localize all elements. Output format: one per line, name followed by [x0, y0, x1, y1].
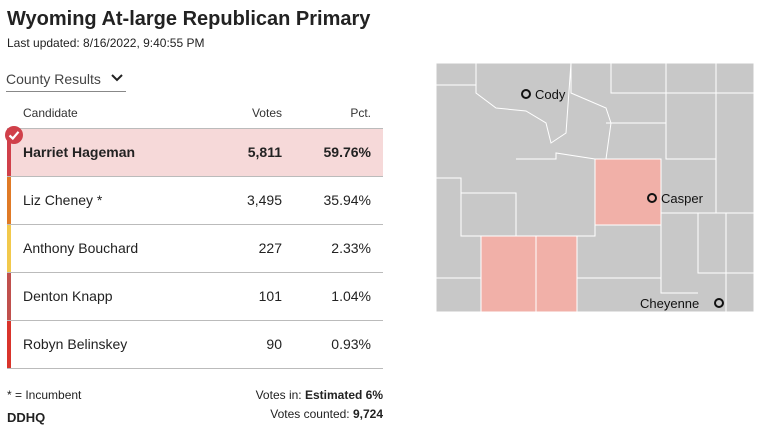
candidate-pct: 59.76% [323, 144, 371, 160]
votes-counted-label: Votes counted: [270, 407, 353, 421]
candidate-pct: 0.93% [331, 336, 371, 352]
candidate-votes: 5,811 [247, 144, 282, 160]
table-row: Robyn Belinskey 90 0.93% [7, 321, 383, 369]
candidate-name: Denton Knapp [23, 288, 113, 304]
incumbent-note: * = Incumbent [7, 388, 82, 402]
county-border [697, 213, 754, 274]
votes-in-label: Votes in: [255, 388, 305, 402]
votes-in: Votes in: Estimated 6% [256, 388, 383, 402]
winner-check-icon [5, 126, 23, 144]
candidate-name: Harriet Hageman [23, 144, 136, 160]
results-view-label: County Results [6, 71, 101, 87]
table-row: Anthony Bouchard 227 2.33% [7, 225, 383, 273]
candidate-votes: 101 [258, 288, 282, 304]
candidate-name: Liz Cheney * [23, 192, 103, 208]
candidate-name: Anthony Bouchard [23, 240, 139, 256]
county-sweetwater[interactable] [480, 235, 578, 312]
county-sweetwater-edge [535, 235, 578, 312]
candidate-color-bar [7, 129, 11, 176]
county-border [570, 63, 612, 160]
city-marker-cheyenne [714, 298, 724, 308]
city-label-cheyenne: Cheyenne [640, 296, 699, 311]
county-border [577, 225, 596, 237]
table-row: Liz Cheney * 3,495 35.94% [7, 177, 383, 225]
candidate-votes: 90 [266, 336, 282, 352]
candidate-votes: 227 [258, 240, 282, 256]
county-border [436, 177, 481, 237]
wyoming-county-map: Cody Casper Cheyenne [436, 63, 754, 312]
last-updated: Last updated: 8/16/2022, 9:40:55 PM [7, 36, 205, 50]
candidate-color-bar [7, 321, 11, 368]
candidate-name: Robyn Belinskey [23, 336, 128, 352]
table-header: Candidate Votes Pct. [7, 100, 383, 129]
chevron-down-icon [111, 74, 123, 82]
county-border [461, 192, 517, 236]
city-label-casper: Casper [661, 191, 704, 206]
city-marker-cody [521, 89, 531, 99]
county-border [475, 63, 572, 144]
county-natrona[interactable] [594, 158, 662, 226]
county-border [516, 152, 596, 160]
ddhq-logo: DDHQ [7, 410, 45, 425]
county-border [660, 225, 698, 294]
candidate-pct: 1.04% [331, 288, 371, 304]
col-pct: Pct. [350, 106, 371, 120]
candidate-pct: 35.94% [323, 192, 371, 208]
city-marker-casper [647, 193, 657, 203]
votes-counted: Votes counted: 9,724 [270, 407, 383, 421]
candidate-color-bar [7, 177, 11, 224]
candidate-pct: 2.33% [331, 240, 371, 256]
ddhq-logo-text: DDHQ [7, 410, 45, 425]
results-view-dropdown[interactable]: County Results [6, 67, 126, 92]
candidate-votes: 3,495 [246, 192, 282, 208]
city-label-cody: Cody [535, 87, 566, 102]
county-border [665, 63, 717, 160]
candidate-color-bar [7, 273, 11, 320]
candidate-color-bar [7, 225, 11, 272]
votes-counted-value: 9,724 [352, 407, 383, 421]
table-row: Harriet Hageman 5,811 59.76% [5, 126, 383, 177]
table-row: Denton Knapp 101 1.04% [7, 273, 383, 321]
page-title: Wyoming At-large Republican Primary [7, 8, 371, 30]
col-votes: Votes [251, 106, 282, 120]
col-candidate: Candidate [23, 106, 78, 120]
results-table: Candidate Votes Pct. Harriet Hageman 5,81… [5, 100, 383, 369]
votes-in-value: Estimated 6% [304, 388, 383, 402]
